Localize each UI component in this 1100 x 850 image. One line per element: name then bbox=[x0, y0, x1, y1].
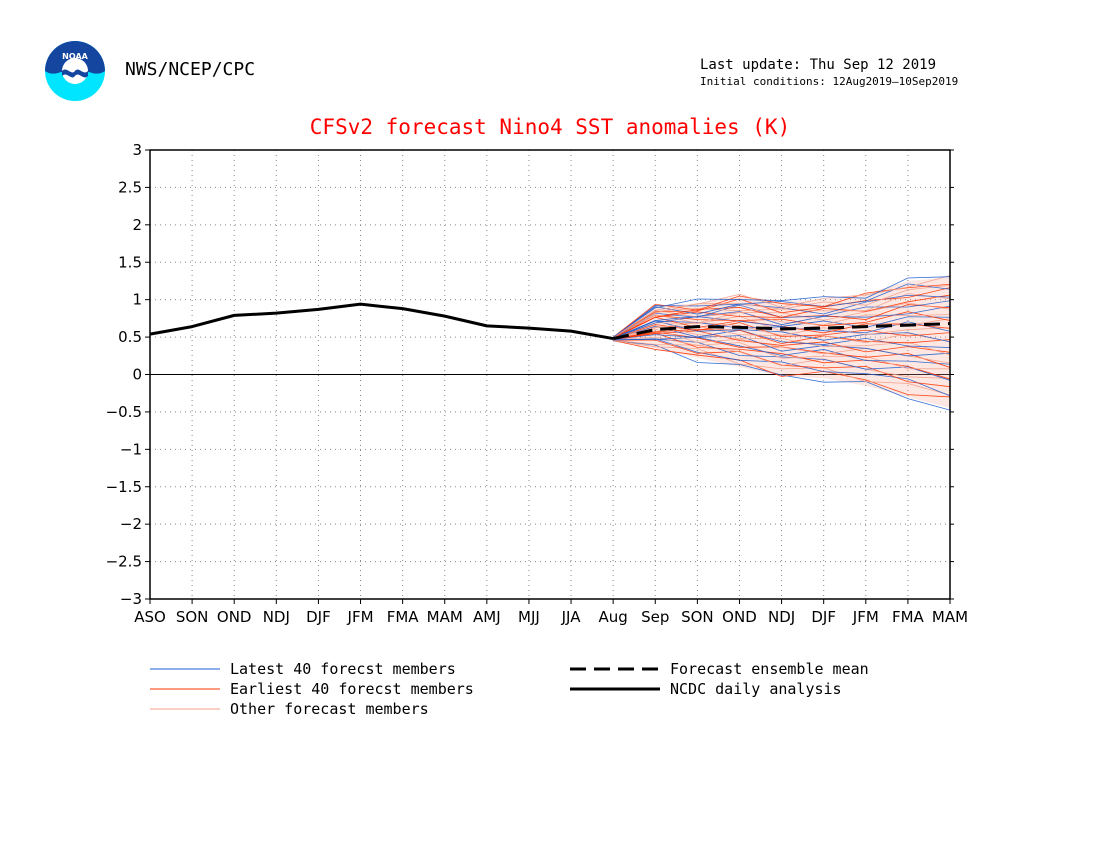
forecast-member-line bbox=[612, 276, 951, 338]
analysis-line bbox=[149, 302, 614, 341]
forecast-member-line bbox=[613, 336, 951, 370]
chart-title: CFSv2 forecast Nino4 SST anomalies (K) bbox=[310, 115, 790, 139]
forecast-members bbox=[612, 275, 951, 411]
forecast-member-line bbox=[613, 340, 951, 398]
y-tick-label: −3 bbox=[120, 590, 142, 608]
y-tick-label: 3 bbox=[132, 141, 142, 159]
forecast-member-line bbox=[613, 329, 951, 345]
org-label: NWS/NCEP/CPC bbox=[125, 59, 256, 80]
chart-legend: Latest 40 forecst members Earliest 40 for… bbox=[150, 660, 869, 718]
noaa-logo-text: NOAA bbox=[62, 52, 88, 61]
y-tick-label: 1.5 bbox=[118, 253, 142, 271]
x-tick-label: MAM bbox=[427, 608, 463, 626]
forecast-member-line bbox=[612, 275, 951, 338]
initial-conditions-text: Initial conditions: 12Aug2019–10Sep2019 bbox=[700, 75, 959, 88]
forecast-member-line bbox=[613, 330, 951, 353]
forecast-member-line bbox=[612, 294, 951, 338]
forecast-member-line bbox=[613, 340, 951, 396]
y-tick-label: 0.5 bbox=[118, 328, 142, 346]
legend-label: Latest 40 forecst members bbox=[230, 660, 456, 678]
y-tick-label: 2.5 bbox=[118, 178, 142, 196]
chart-lines bbox=[149, 302, 951, 341]
forecast-member-line bbox=[612, 284, 951, 338]
x-tick-label: DJF bbox=[811, 608, 836, 626]
chart-grid bbox=[150, 150, 950, 599]
forecast-member-line bbox=[613, 322, 951, 340]
y-tick-label: −0.5 bbox=[106, 403, 142, 421]
forecast-member-line bbox=[613, 336, 951, 365]
forecast-member-line bbox=[613, 315, 951, 339]
forecast-member-line bbox=[613, 340, 951, 411]
x-tick-label: NDJ bbox=[768, 608, 795, 626]
y-tick-label: −1.5 bbox=[106, 478, 142, 496]
x-tick-label: FMA bbox=[892, 608, 925, 626]
legend-label: Other forecast members bbox=[230, 700, 429, 718]
x-tick-label: OND bbox=[217, 608, 252, 626]
legend-label: NCDC daily analysis bbox=[670, 680, 842, 698]
y-tick-label: −2 bbox=[120, 515, 142, 533]
x-tick-label: MAM bbox=[932, 608, 968, 626]
noaa-logo: NOAA bbox=[45, 41, 105, 101]
legend-label: Forecast ensemble mean bbox=[670, 660, 869, 678]
x-tick-label: JFM bbox=[852, 608, 879, 626]
x-tick-label: MJJ bbox=[518, 608, 540, 626]
forecast-member-line bbox=[612, 287, 951, 338]
x-tick-label: Sep bbox=[641, 608, 669, 626]
y-tick-label: 2 bbox=[132, 216, 142, 234]
x-tick-label: NDJ bbox=[263, 608, 290, 626]
x-tick-label: Aug bbox=[599, 608, 628, 626]
y-tick-label: 1 bbox=[132, 291, 142, 309]
x-tick-label: JFM bbox=[347, 608, 374, 626]
x-tick-label: DJF bbox=[306, 608, 331, 626]
x-tick-label: SON bbox=[176, 608, 209, 626]
forecast-member-line bbox=[613, 316, 951, 339]
forecast-member-line bbox=[613, 338, 951, 397]
x-tick-label: ASO bbox=[134, 608, 166, 626]
forecast-member-line bbox=[613, 339, 951, 379]
forecast-member-line bbox=[613, 322, 951, 340]
ensemble-mean-line bbox=[612, 322, 951, 341]
forecast-member-line bbox=[613, 305, 951, 339]
x-tick-label: SON bbox=[681, 608, 714, 626]
legend-label: Earliest 40 forecst members bbox=[230, 680, 474, 698]
forecast-member-line bbox=[613, 334, 951, 357]
x-tick-label: OND bbox=[722, 608, 757, 626]
y-tick-label: −1 bbox=[120, 440, 142, 458]
x-tick-label: FMA bbox=[387, 608, 420, 626]
y-tick-label: −2.5 bbox=[106, 553, 142, 571]
last-update-text: Last update: Thu Sep 12 2019 bbox=[700, 57, 937, 73]
forecast-member-line bbox=[613, 320, 951, 343]
forecast-member-line bbox=[612, 294, 951, 339]
x-tick-label: JJA bbox=[561, 608, 582, 626]
x-tick-label: AMJ bbox=[473, 608, 501, 626]
y-tick-label: 0 bbox=[132, 366, 142, 384]
